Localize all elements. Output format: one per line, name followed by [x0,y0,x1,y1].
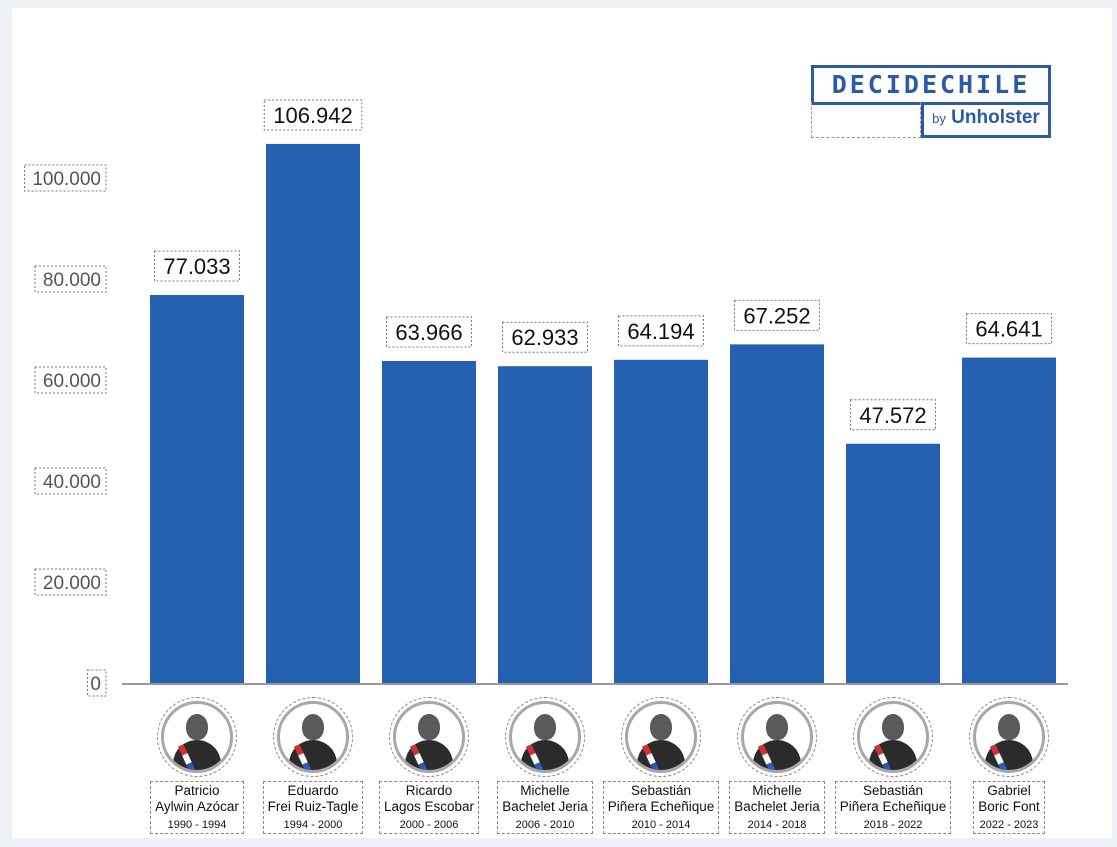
term-period: 2010 - 2014 [631,819,691,831]
y-tick-label: 20.000 [43,573,101,594]
president-name: Gabriel Boric Font [978,783,1040,814]
category-text: Sebastián Piñera Echeñique 2018 - 2022 [834,781,952,834]
president-name: Sebastián Piñera Echeñique [839,783,947,814]
data-label-box [154,250,240,282]
president-name: Sebastián Piñera Echeñique [607,783,715,814]
category-text: Patricio Aylwin Azócar 1990 - 1994 [150,781,244,834]
bar [730,344,824,684]
category-label: Michelle Bachelet Jeria 2014 - 2018 [717,697,837,834]
category-text: Michelle Bachelet Jeria 2014 - 2018 [729,781,825,834]
data-label-box [502,321,588,353]
data-label: 63.966 [395,320,462,345]
data-label-box [734,299,820,331]
data-label: 62.933 [511,325,578,350]
category-label: Sebastián Piñera Echeñique 2010 - 2014 [601,697,721,834]
bar [846,443,940,684]
president-portrait-icon [621,697,701,777]
data-label-box [618,315,704,347]
y-tick-label: 40.000 [43,472,101,493]
bar [498,366,592,684]
term-period: 1990 - 1994 [167,819,227,831]
president-portrait-icon [969,697,1049,777]
data-label: 64.194 [627,319,694,344]
data-label: 64.641 [975,317,1042,342]
president-name: Eduardo Frei Ruiz-Tagle [267,783,359,814]
president-portrait-icon [737,697,817,777]
term-period: 2018 - 2022 [863,819,923,831]
y-tick-label: 0 [90,674,101,695]
president-portrait-icon [505,697,585,777]
category-label: Patricio Aylwin Azócar 1990 - 1994 [137,697,257,834]
y-tick-label: 60.000 [43,371,101,392]
president-name: Michelle Bachelet Jeria [734,783,820,814]
category-label: Sebastián Piñera Echeñique 2018 - 2022 [833,697,953,834]
president-portrait-icon [157,697,237,777]
data-label-box [850,399,936,431]
data-label-box [263,99,363,131]
y-tick-box [34,467,107,495]
chart-frame: 0 20.000 40.000 60.000 80.000 100.000 77.033 10… [12,8,1112,838]
president-name: Ricardo Lagos Escobar [383,783,475,814]
term-period: 2022 - 2023 [979,819,1039,831]
term-period: 2000 - 2006 [399,819,459,831]
logo-main-text: DECIDECHILE [811,65,1051,105]
y-tick-box [87,669,107,697]
data-label: 67.252 [743,303,810,328]
logo-by: by [932,111,946,126]
president-name: Patricio Aylwin Azócar [155,783,239,814]
category-label: Ricardo Lagos Escobar 2000 - 2006 [369,697,489,834]
bar [266,143,360,685]
category-label: Michelle Bachelet Jeria 2006 - 2010 [485,697,605,834]
y-tick-box [34,568,107,596]
category-text: Michelle Bachelet Jeria 2006 - 2010 [497,781,593,834]
y-tick-box [34,265,107,293]
president-name: Michelle Bachelet Jeria [502,783,588,814]
term-period: 2006 - 2010 [515,819,575,831]
category-label: Gabriel Boric Font 2022 - 2023 [949,697,1069,834]
data-label: 77.033 [163,254,230,279]
bar-chart: 0 20.000 40.000 60.000 80.000 100.000 77.033 10… [24,99,1068,697]
y-tick-label: 100.000 [32,169,101,190]
president-portrait-icon [273,697,353,777]
president-portrait-icon [853,697,933,777]
bar [150,294,244,684]
bar [614,359,708,684]
data-label: 106.942 [273,103,353,128]
decidechile-logo: DECIDECHILE by Unholster [811,65,1056,139]
y-tick-box [24,164,107,192]
category-text: Sebastián Piñera Echeñique 2010 - 2014 [602,781,720,834]
data-label-box [966,313,1052,345]
category-text: Gabriel Boric Font 2022 - 2023 [973,781,1045,834]
logo-spacer [811,102,921,138]
president-portrait-icon [389,697,469,777]
y-tick-box [34,366,107,394]
term-period: 1994 - 2000 [283,819,343,831]
y-tick-label: 80.000 [43,270,101,291]
bar [962,357,1056,684]
bar [382,360,476,684]
term-period: 2014 - 2018 [747,819,807,831]
logo-brand: Unholster [951,107,1040,128]
category-text: Ricardo Lagos Escobar 2000 - 2006 [378,781,480,834]
logo-sub: by Unholster [921,102,1051,138]
data-label: 47.572 [859,403,926,428]
category-label: Eduardo Frei Ruiz-Tagle 1994 - 2000 [253,697,373,834]
category-text: Eduardo Frei Ruiz-Tagle 1994 - 2000 [262,781,364,834]
data-label-box [386,316,472,348]
